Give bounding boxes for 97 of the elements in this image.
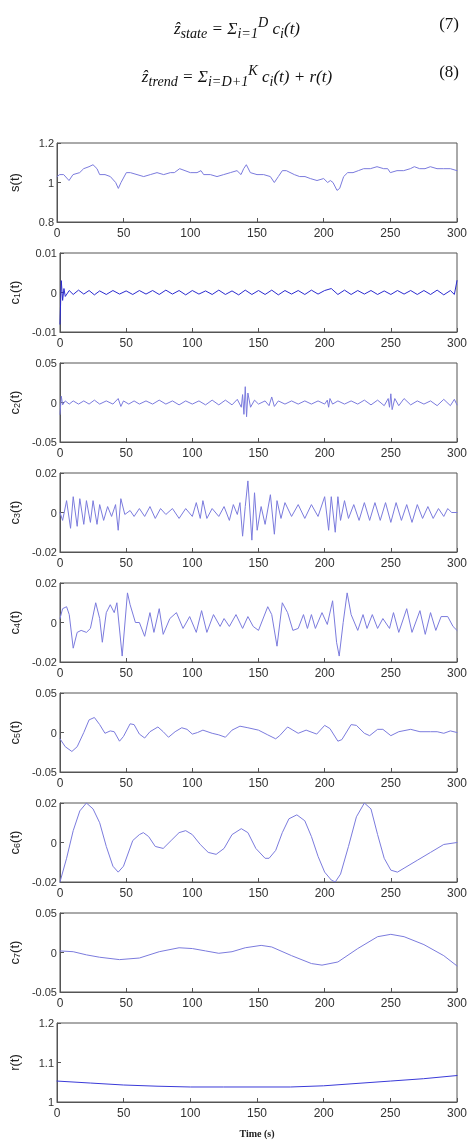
text: ẑ$_{trend}$ = Σ$_{i=D+1}$$^{K}$ c$_{i}$(t) + r(t) (141, 62, 333, 91)
x-tick-label: 100 (182, 556, 203, 570)
line-series (59, 933, 458, 967)
x-tick-label: 200 (314, 996, 335, 1010)
x-tick-label: 50 (119, 996, 134, 1010)
y-tick-label: 0.8 (38, 216, 54, 228)
y-tick-label: -0.05 (31, 436, 57, 448)
x-tick-label: 100 (182, 666, 203, 680)
text: (7) (439, 14, 459, 34)
x-tick-label: 150 (246, 1106, 268, 1120)
y-tick-label: 0.05 (35, 907, 57, 919)
x-tick-label: 200 (314, 556, 335, 570)
x-tick-label: 300 (446, 996, 468, 1010)
y-tick-label: 0 (50, 286, 57, 299)
x-tick-label: 50 (116, 226, 131, 240)
x-tick-label: 150 (246, 226, 268, 240)
y-tick-label: 0.01 (35, 247, 57, 259)
x-tick-label: 50 (119, 556, 134, 570)
x-tick-label: 100 (182, 336, 203, 350)
x-tick-label: 250 (380, 776, 402, 790)
x-tick-label: 200 (314, 776, 335, 790)
y-tick-label: 0.05 (35, 687, 57, 699)
x-tick-label: 150 (248, 446, 269, 460)
x-tick-label: 300 (446, 446, 468, 460)
x-tick-label: 150 (248, 666, 269, 680)
y-tick-label: 0.02 (35, 467, 57, 479)
x-tick-label: 200 (313, 1106, 334, 1120)
x-tick-label: 300 (446, 666, 468, 680)
x-tick-label: 250 (380, 1106, 401, 1120)
x-tick-label: 200 (314, 446, 335, 460)
x-tick-label: 100 (180, 226, 201, 240)
x-tick-label: 50 (119, 886, 134, 900)
line-series (59, 386, 458, 418)
line-series (59, 280, 458, 325)
y-tick-label: 1.2 (38, 1017, 54, 1029)
y-axis-title: s(t) (7, 173, 22, 192)
y-tick-label: -0.02 (31, 876, 57, 888)
y-tick-label: -0.05 (31, 986, 57, 998)
line-series (56, 1075, 458, 1088)
x-tick-label: 250 (380, 556, 402, 570)
y-tick-label: 0.02 (35, 577, 57, 589)
y-tick-label: 0 (50, 946, 57, 959)
y-axis-title: r(t) (7, 1054, 22, 1071)
y-tick-label: 0.02 (35, 797, 57, 809)
x-tick-label: 300 (446, 776, 468, 790)
x-tick-label: 50 (116, 1106, 131, 1120)
x-tick-label: 300 (446, 1106, 468, 1120)
x-tick-label: 250 (380, 996, 402, 1010)
y-tick-label: 1 (47, 176, 54, 189)
x-tick-label: 50 (119, 336, 134, 350)
x-tick-label: 100 (180, 1106, 201, 1120)
y-tick-label: 0.05 (35, 357, 57, 369)
y-tick-label: -0.02 (31, 546, 57, 558)
line-series (59, 802, 458, 883)
x-tick-label: 50 (119, 666, 134, 680)
y-tick-label: 0 (50, 836, 57, 849)
line-series (59, 592, 458, 657)
y-tick-label: 0 (50, 506, 57, 519)
x-tick-label: 50 (119, 446, 134, 460)
x-tick-label: 250 (380, 886, 402, 900)
x-tick-label: 150 (248, 886, 269, 900)
line-series (59, 716, 458, 752)
y-tick-label: 1.2 (38, 137, 54, 149)
x-tick-label: 150 (248, 776, 269, 790)
line-series (59, 480, 458, 541)
y-tick-label: -0.02 (31, 656, 57, 668)
y-tick-label: -0.05 (31, 766, 57, 778)
x-tick-label: 150 (248, 996, 269, 1010)
x-tick-label: 100 (182, 996, 203, 1010)
x-tick-label: 150 (248, 556, 269, 570)
x-tick-label: 200 (314, 886, 335, 900)
line-series (56, 164, 458, 191)
x-tick-label: 300 (446, 336, 468, 350)
y-tick-label: 0 (50, 396, 57, 409)
y-tick-label: -0.01 (31, 326, 57, 338)
x-tick-label: 300 (446, 886, 468, 900)
x-tick-label: 300 (446, 226, 468, 240)
x-tick-label: 250 (380, 336, 402, 350)
x-tick-label: 100 (182, 886, 203, 900)
x-axis-title: Time (s) (239, 1127, 275, 1140)
x-tick-label: 250 (380, 666, 402, 680)
x-tick-label: 200 (314, 666, 335, 680)
x-tick-label: 100 (182, 446, 203, 460)
x-tick-label: 250 (380, 446, 402, 460)
y-tick-label: 0 (50, 616, 57, 629)
x-tick-label: 200 (314, 336, 335, 350)
x-tick-label: 50 (119, 776, 134, 790)
x-tick-label: 250 (380, 226, 401, 240)
y-tick-label: 0 (50, 726, 57, 739)
x-tick-label: 100 (182, 776, 203, 790)
x-tick-label: 200 (313, 226, 334, 240)
x-tick-label: 300 (446, 556, 468, 570)
text: (8) (439, 62, 459, 82)
x-tick-label: 150 (248, 336, 269, 350)
y-tick-label: 1.1 (38, 1056, 54, 1069)
y-tick-label: 1 (47, 1096, 54, 1108)
text: ẑ$_{state}$ = Σ$_{i=1}$$^{D}$ c$_{i}$(t) (173, 14, 301, 43)
